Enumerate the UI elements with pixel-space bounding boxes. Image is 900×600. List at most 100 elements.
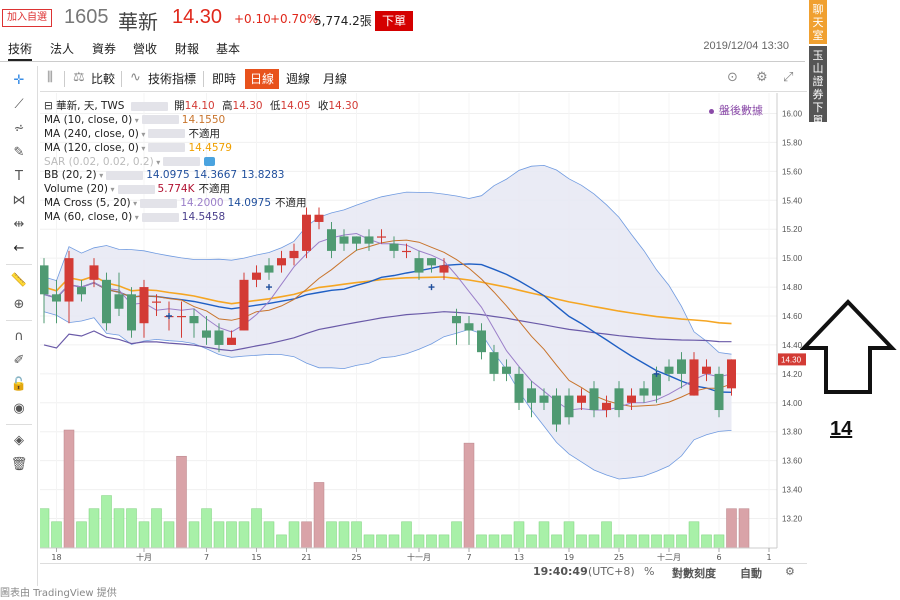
candle-body <box>302 214 311 251</box>
tab-institutional[interactable]: 法人 <box>50 42 75 56</box>
chevron-down-icon[interactable]: ▾ <box>96 171 104 181</box>
legend-study-row[interactable]: BB (20, 2) ▾ 14.0975 14.3667 13.8283 <box>44 169 358 183</box>
time-tick-label: 25 <box>614 553 624 562</box>
compare-button[interactable]: 比較 <box>91 72 116 86</box>
lock-icon[interactable]: 🔓 <box>10 377 28 392</box>
legend-study-row[interactable]: MA Cross (5, 20) ▾ 14.2000 14.0975 不適用 <box>44 197 358 211</box>
chevron-down-icon[interactable]: ▾ <box>153 157 161 167</box>
gear-icon[interactable]: ⚙ <box>756 70 768 85</box>
ruler-icon[interactable]: 📏 <box>10 273 28 288</box>
legend-study-row[interactable]: Volume (20) ▾ 5.774K 不適用 <box>44 183 358 197</box>
chevron-down-icon[interactable]: ▾ <box>107 185 115 195</box>
candle-style-icon[interactable]: ⫼ <box>47 70 53 85</box>
order-button[interactable]: 下單 <box>375 11 413 31</box>
crosshair-icon[interactable]: ✛ <box>13 73 25 88</box>
volume-bar <box>288 521 300 549</box>
candle-body <box>114 294 124 309</box>
tab-basic[interactable]: 基本 <box>216 42 241 56</box>
eye-icon[interactable]: ◉ <box>13 401 25 416</box>
interval-monthly[interactable]: 月線 <box>323 72 348 86</box>
eye-icon[interactable] <box>204 157 216 167</box>
stock-volume: 5,774.2張 <box>314 14 372 28</box>
add-watchlist-button[interactable]: 加入自選 <box>2 9 52 27</box>
legend-study-row[interactable]: MA (120, close, 0) ▾ 14.4579 <box>44 142 358 156</box>
legend-open-label: 開 <box>174 100 185 112</box>
data-timestamp: 2019/12/04 13:30 <box>703 40 789 52</box>
trend-line-icon[interactable]: ⟋ <box>14 97 24 112</box>
legend-study-controls[interactable] <box>106 170 144 180</box>
chat-room-tab[interactable]: 聊天室 <box>809 0 827 44</box>
chart-toolbar: ⫼ ⚖ 比較 ∿ 技術指標 即時 日線 週線 月線 ⊙ ⚙ ⤢ <box>40 66 807 92</box>
legend-study-controls[interactable] <box>148 129 186 139</box>
interval-intraday[interactable]: 即時 <box>212 72 237 86</box>
measure-icon[interactable]: ⇹ <box>13 217 25 232</box>
tab-technical[interactable]: 技術 <box>8 40 33 61</box>
volume-bar <box>363 534 375 549</box>
zoom-in-icon[interactable]: ⊕ <box>13 297 25 312</box>
legend-study-controls[interactable] <box>148 143 186 153</box>
chevron-down-icon[interactable]: ▾ <box>138 143 146 153</box>
candle-body <box>239 279 249 331</box>
timezone[interactable]: (UTC+8) <box>588 565 635 578</box>
chevron-down-icon[interactable]: ▾ <box>138 129 146 139</box>
legend-symbol-name: 華新, 天, TWS <box>56 100 125 112</box>
legend-study-row[interactable]: SAR (0.02, 0.02, 0.2) ▾ <box>44 156 358 170</box>
back-arrow-icon[interactable]: ← <box>13 241 25 256</box>
candle-body <box>64 258 74 302</box>
pencil-lock-icon[interactable]: ✐ <box>13 353 25 368</box>
legend-study-controls[interactable] <box>141 212 179 222</box>
layers-icon[interactable]: ◈ <box>14 433 24 448</box>
legend-study-controls[interactable] <box>141 115 179 125</box>
compare-icon[interactable]: ⚖ <box>73 70 85 85</box>
magnet-icon[interactable]: ∩ <box>14 329 24 344</box>
legend-study-controls[interactable] <box>140 198 178 208</box>
info-tabs: 技術 法人 資券 營收 財報 基本 2019/12/04 13:30 <box>0 38 805 62</box>
chart-canvas[interactable]: 16.00 15.80 15.60 15.40 15.20 15.00 14.80 14.60… <box>40 93 807 563</box>
percent-toggle[interactable]: % <box>644 565 655 578</box>
interval-daily[interactable]: 日線 <box>245 69 280 89</box>
toolbar-divider <box>121 71 122 87</box>
text-icon[interactable]: T <box>15 169 23 184</box>
up-arrow-icon <box>800 299 897 394</box>
chevron-down-icon[interactable]: ▾ <box>130 199 138 209</box>
tab-revenue[interactable]: 營收 <box>133 42 158 56</box>
volume-bar <box>376 534 387 549</box>
candle-body <box>252 272 261 280</box>
fullscreen-icon[interactable]: ⤢ <box>783 70 794 85</box>
candle-body <box>364 236 374 244</box>
candle-body <box>664 366 674 374</box>
legend-controls[interactable] <box>130 101 168 111</box>
chevron-down-icon[interactable]: ▾ <box>132 115 139 125</box>
candle-body <box>427 258 436 266</box>
trash-icon[interactable]: 🗑 <box>10 457 28 472</box>
status-gear-icon[interactable]: ⚙ <box>785 565 795 578</box>
legend-study-controls[interactable] <box>117 184 155 194</box>
legend-study-row[interactable]: MA (10, close, 0) ▾ 14.1550 <box>44 114 358 128</box>
indicators-button[interactable]: 技術指標 <box>148 72 197 86</box>
esun-order-tab[interactable]: 玉山證券下單 <box>809 46 827 127</box>
interval-weekly[interactable]: 週線 <box>286 72 311 86</box>
indicators-icon[interactable]: ∿ <box>130 70 141 85</box>
legend-study-controls[interactable] <box>163 157 201 167</box>
candle-body <box>514 373 524 403</box>
chevron-down-icon[interactable]: ▾ <box>132 213 139 223</box>
tab-margin[interactable]: 資券 <box>92 42 117 56</box>
volume-bar <box>463 442 475 549</box>
tab-financials[interactable]: 財報 <box>175 42 200 56</box>
log-scale-toggle[interactable]: 對數刻度 <box>672 567 716 580</box>
camera-icon[interactable]: ⊙ <box>727 70 738 85</box>
legend-high: 14.30 <box>232 100 263 112</box>
toolbar-divider <box>6 424 32 425</box>
price-tick-label: 14.40 <box>782 341 803 350</box>
legend-study-row[interactable]: MA (240, close, 0) ▾ 不適用 <box>44 128 358 142</box>
pattern-icon[interactable]: ⋈ <box>12 193 26 208</box>
fib-icon[interactable]: ⩫ <box>13 121 25 136</box>
after-hours-data[interactable]: 盤後數據 <box>709 102 763 118</box>
stock-header: 加入自選 1605 華新 14.30 +0.10 +0.70% 5,774.2張… <box>0 0 805 38</box>
legend-study-row[interactable]: MA (60, close, 0) ▾ 14.5458 <box>44 211 358 225</box>
brush-icon[interactable]: ✎ <box>13 145 25 160</box>
volume-bar <box>501 534 512 549</box>
candle-body <box>489 352 499 374</box>
auto-scale-toggle[interactable]: 自動 <box>740 567 762 580</box>
price-chart[interactable]: 16.00 15.80 15.60 15.40 15.20 15.00 14.80 14.60… <box>40 93 807 563</box>
